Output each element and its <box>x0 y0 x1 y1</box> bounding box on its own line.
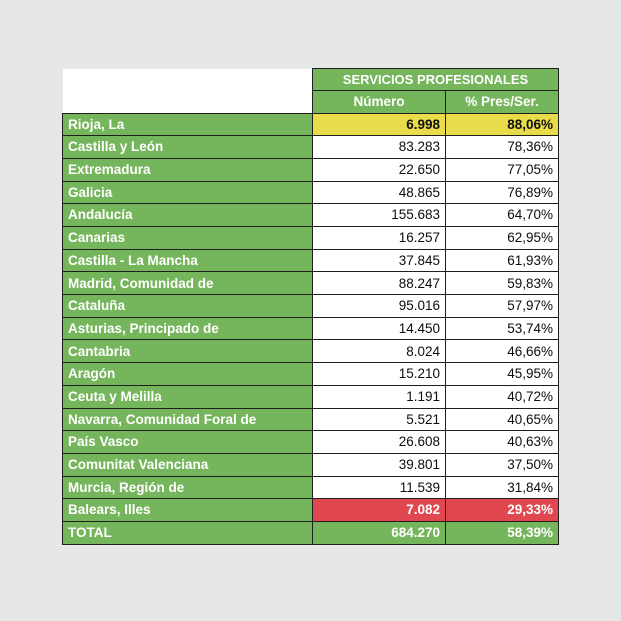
numero-cell: 37.845 <box>312 248 446 273</box>
region-cell: Andalucía <box>62 203 313 228</box>
pct-cell: 78,36% <box>445 135 559 159</box>
numero-cell: 26.608 <box>312 430 446 454</box>
region-cell: Extremadura <box>62 157 313 182</box>
numero-cell: 22.650 <box>312 157 446 182</box>
table-row: Cantabria 8.024 46,66% <box>62 339 559 364</box>
table-row: Cataluña 95.016 57,97% <box>62 294 559 318</box>
region-cell: Galicia <box>62 180 313 205</box>
table-row: Murcia, Región de 11.539 31,84% <box>62 475 559 500</box>
group-header-row: SERVICIOS PROFESIONALES <box>62 67 559 114</box>
numero-cell: 39.801 <box>312 452 446 477</box>
servicios-profesionales-table: SERVICIOS PROFESIONALES Número % Pres/Se… <box>62 67 559 545</box>
table-row: Ceuta y Melilla 1.191 40,72% <box>62 384 559 409</box>
table-row: Madrid, Comunidad de 88.247 59,83% <box>62 271 559 296</box>
table-row: País Vasco 26.608 40,63% <box>62 430 559 454</box>
pct-cell: 45,95% <box>445 362 559 386</box>
table-body: Rioja, La 6.998 88,06% Castilla y León 83.28… <box>62 112 559 545</box>
pct-cell: 53,74% <box>445 316 559 341</box>
numero-cell: 14.450 <box>312 316 446 341</box>
numero-cell: 15.210 <box>312 362 446 386</box>
pct-cell: 61,93% <box>445 248 559 273</box>
region-cell: Murcia, Región de <box>62 475 313 500</box>
table-row: Canarias 16.257 62,95% <box>62 226 559 250</box>
region-cell: Madrid, Comunidad de <box>62 271 313 296</box>
pct-cell: 40,63% <box>445 430 559 454</box>
table-row: Galicia 48.865 76,89% <box>62 180 559 205</box>
table-row: Castilla y León 83.283 78,36% <box>62 135 559 159</box>
region-cell: Aragón <box>62 362 313 386</box>
region-cell: Asturias, Principado de <box>62 316 313 341</box>
numero-cell: 83.283 <box>312 135 446 159</box>
numero-cell: 155.683 <box>312 203 446 228</box>
corner-cell <box>62 68 313 114</box>
region-cell: Cantabria <box>62 339 313 364</box>
region-cell: Canarias <box>62 226 313 250</box>
table-row: Balears, Illes 7.082 29,33% <box>62 498 559 522</box>
numero-cell: 5.521 <box>312 407 446 432</box>
pct-cell: 40,72% <box>445 384 559 409</box>
numero-cell: 8.024 <box>312 339 446 364</box>
table-row: Rioja, La 6.998 88,06% <box>62 112 559 137</box>
column-header-numero: Número <box>312 90 446 114</box>
region-cell: Comunitat Valenciana <box>62 452 313 477</box>
pct-cell: 40,65% <box>445 407 559 432</box>
column-header-row: Número % Pres/Ser. <box>63 90 559 114</box>
region-cell: Ceuta y Melilla <box>62 384 313 409</box>
pct-cell: 37,50% <box>445 452 559 477</box>
table-row: Extremadura 22.650 77,05% <box>62 157 559 182</box>
region-cell: País Vasco <box>62 430 313 454</box>
table-title: SERVICIOS PROFESIONALES <box>312 67 559 92</box>
table-row: Castilla - La Mancha 37.845 61,93% <box>62 248 559 273</box>
numero-cell: 6.998 <box>312 112 446 137</box>
pct-cell: 64,70% <box>445 203 559 228</box>
numero-cell: 95.016 <box>312 294 446 318</box>
pct-cell: 58,39% <box>445 520 559 545</box>
pct-cell: 29,33% <box>445 498 559 522</box>
pct-cell: 46,66% <box>445 339 559 364</box>
pct-cell: 31,84% <box>445 475 559 500</box>
pct-cell: 57,97% <box>445 294 559 318</box>
region-cell: Castilla - La Mancha <box>62 248 313 273</box>
pct-cell: 76,89% <box>445 180 559 205</box>
total-row: TOTAL 684.270 58,39% <box>62 520 559 545</box>
numero-cell: 48.865 <box>312 180 446 205</box>
region-cell: Cataluña <box>62 294 313 318</box>
table-row: Andalucía 155.683 64,70% <box>62 203 559 228</box>
numero-cell: 88.247 <box>312 271 446 296</box>
region-cell: Castilla y León <box>62 135 313 159</box>
column-header-pct: % Pres/Ser. <box>445 90 559 114</box>
pct-cell: 59,83% <box>445 271 559 296</box>
numero-cell: 16.257 <box>312 226 446 250</box>
numero-cell: 11.539 <box>312 475 446 500</box>
table-row: Asturias, Principado de 14.450 53,74% <box>62 316 559 341</box>
region-cell: Rioja, La <box>62 112 313 137</box>
region-cell: Navarra, Comunidad Foral de <box>62 407 313 432</box>
table-row: Aragón 15.210 45,95% <box>62 362 559 386</box>
region-cell: Balears, Illes <box>62 498 313 522</box>
table-row: Navarra, Comunidad Foral de 5.521 40,65% <box>62 407 559 432</box>
numero-cell: 1.191 <box>312 384 446 409</box>
table-row: Comunitat Valenciana 39.801 37,50% <box>62 452 559 477</box>
pct-cell: 77,05% <box>445 157 559 182</box>
numero-cell: 7.082 <box>312 498 446 522</box>
pct-cell: 88,06% <box>445 112 559 137</box>
numero-cell: 684.270 <box>312 520 446 545</box>
pct-cell: 62,95% <box>445 226 559 250</box>
region-cell: TOTAL <box>62 520 313 545</box>
